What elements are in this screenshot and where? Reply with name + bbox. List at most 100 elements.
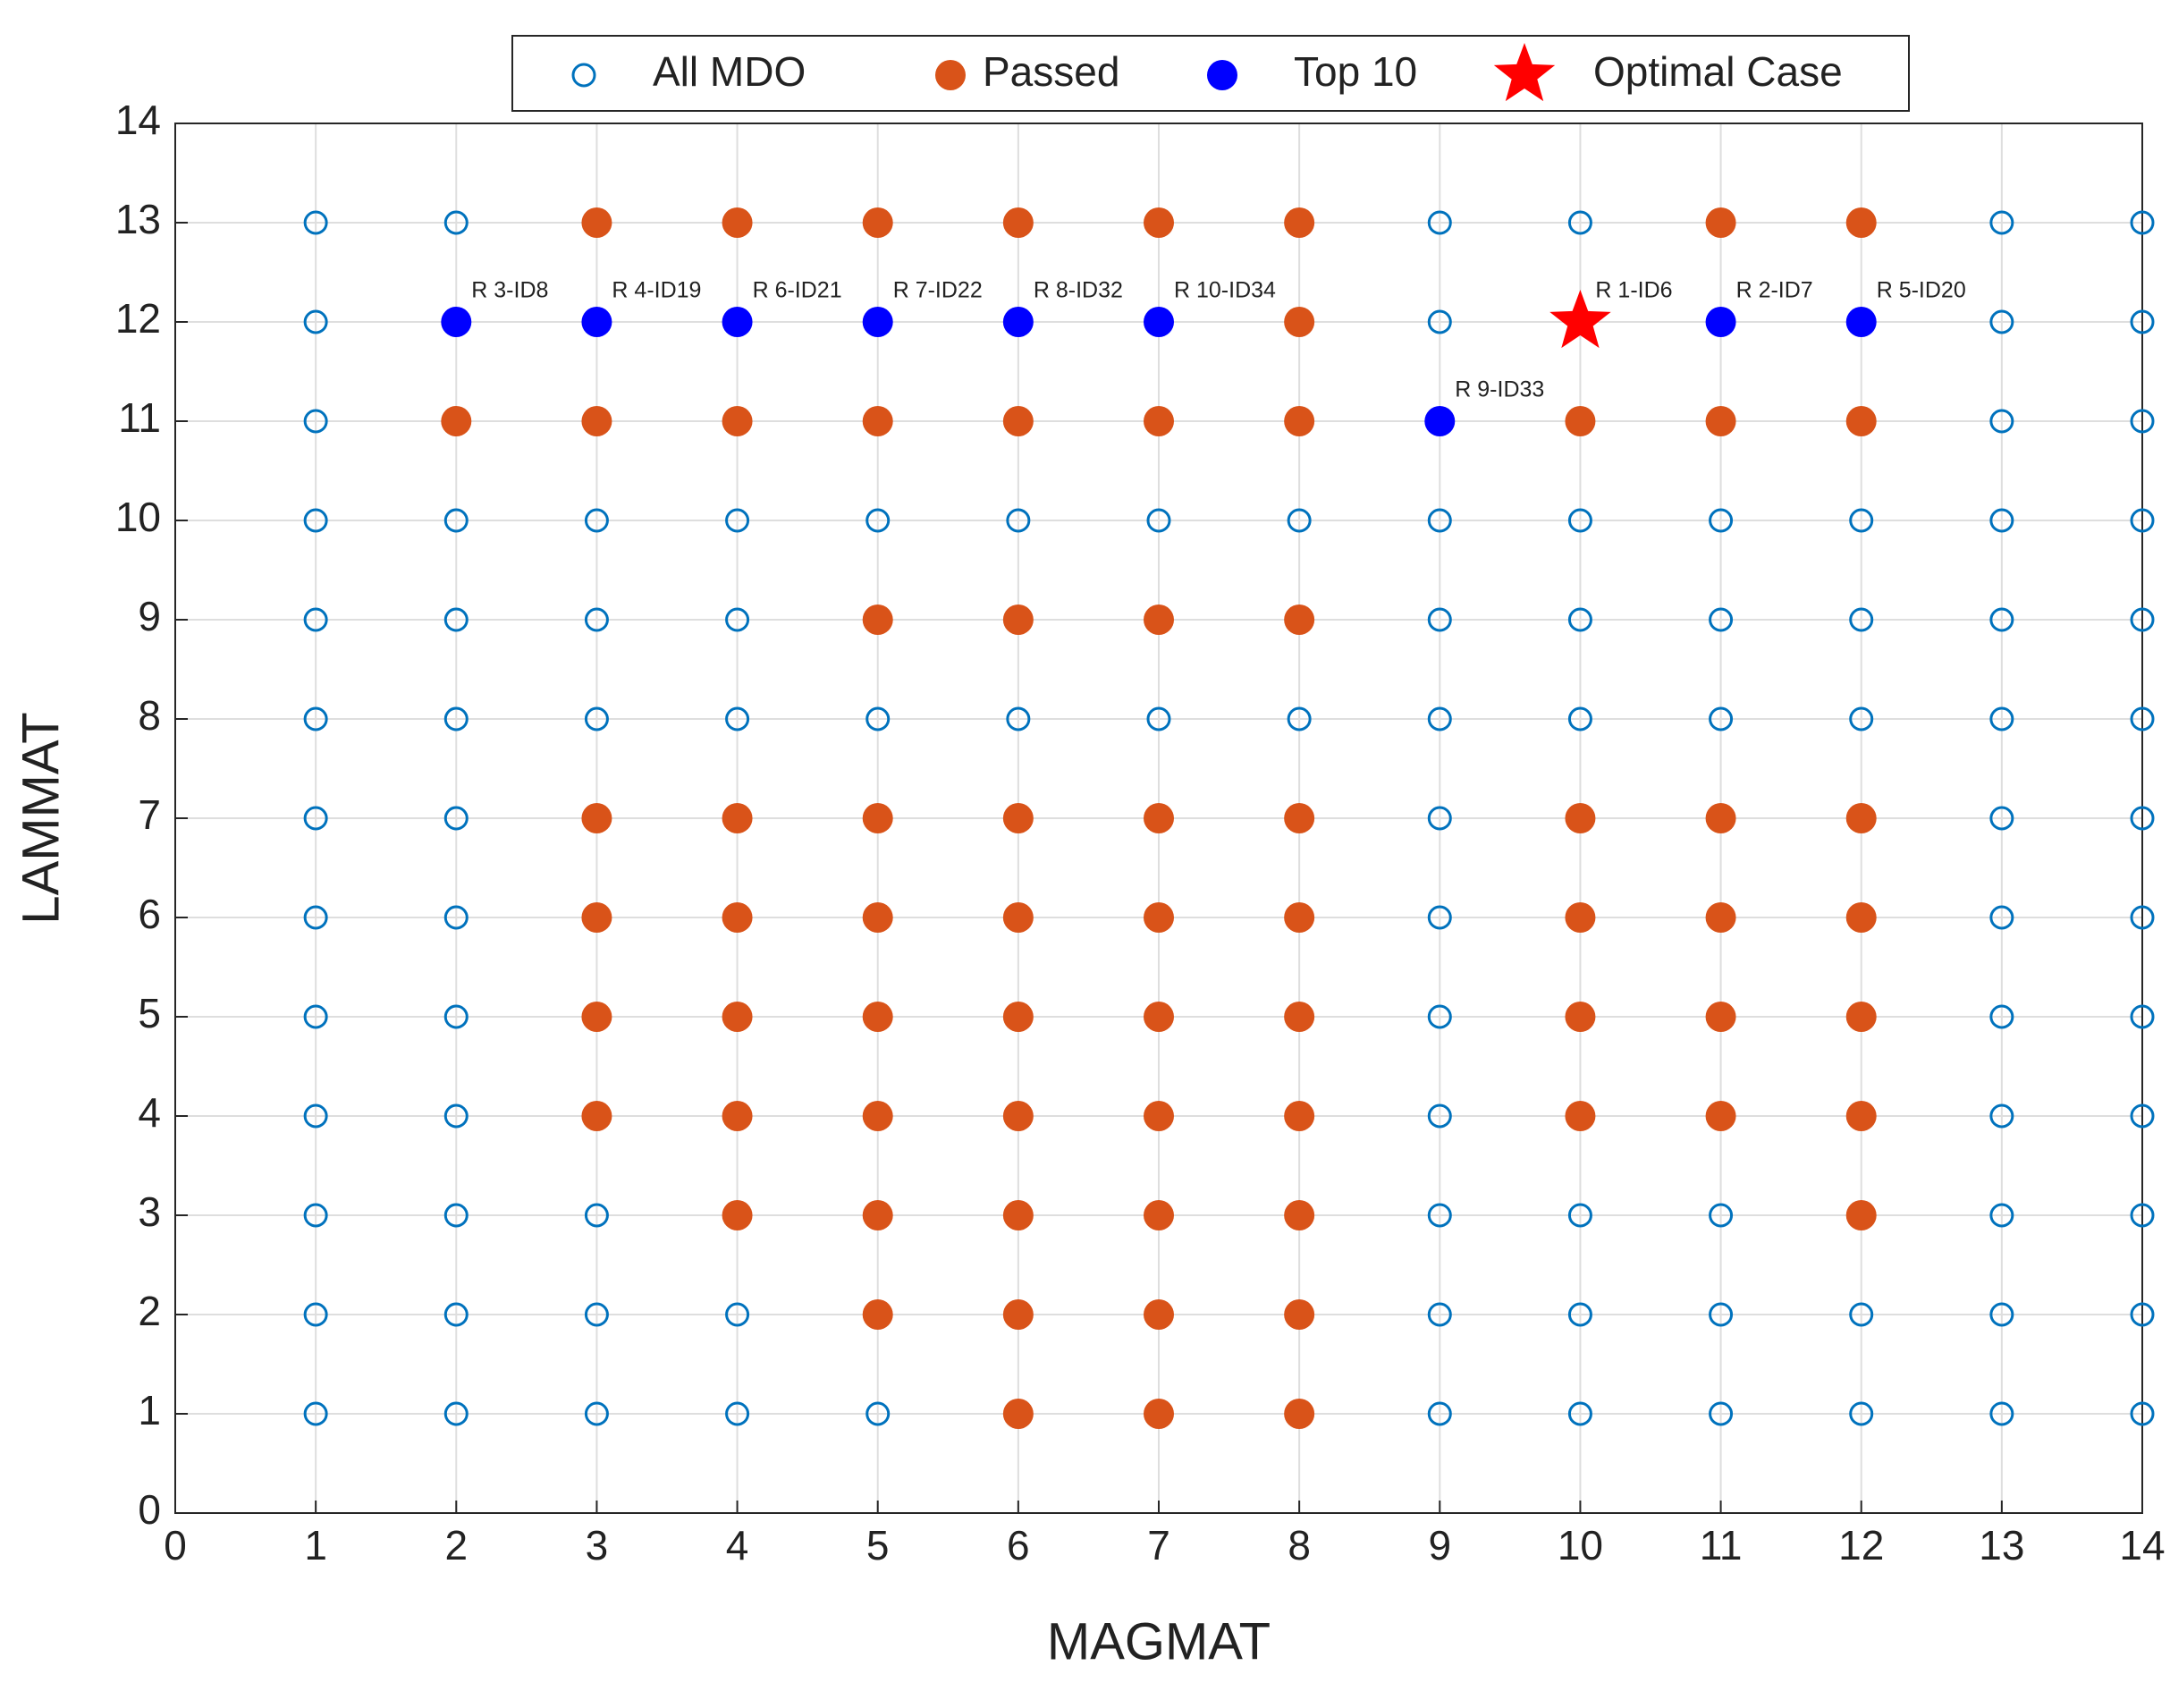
point (1002, 1101, 1034, 1131)
point (1002, 605, 1034, 635)
point (1565, 803, 1596, 833)
point (1567, 1401, 1592, 1426)
point (1427, 1004, 1452, 1029)
point (1144, 605, 1174, 635)
point (1006, 508, 1031, 533)
point (862, 605, 893, 635)
point (1144, 803, 1174, 833)
point (303, 210, 328, 235)
point (1705, 1002, 1736, 1032)
point (862, 1299, 893, 1330)
point (1144, 307, 1174, 337)
y-tick-label: 9 (138, 593, 161, 639)
point (722, 803, 753, 833)
point (1567, 508, 1592, 533)
x-tick-label: 10 (1558, 1522, 1603, 1568)
y-tick-label: 12 (115, 295, 161, 342)
point (1427, 1302, 1452, 1327)
point (1845, 307, 1877, 337)
point (1002, 1299, 1034, 1330)
point (303, 806, 328, 831)
point (1144, 207, 1174, 238)
x-tick-label: 2 (444, 1522, 468, 1568)
y-tick-label: 13 (115, 196, 161, 242)
x-tick-label: 9 (1428, 1522, 1451, 1568)
point (1144, 1101, 1174, 1131)
point (1709, 607, 1734, 632)
point (1284, 307, 1315, 337)
point (865, 508, 891, 533)
point (1284, 605, 1315, 635)
point (581, 1101, 612, 1131)
point (1427, 905, 1452, 930)
point (862, 1002, 893, 1032)
point (1989, 1004, 2014, 1029)
point (441, 307, 472, 337)
point (1287, 508, 1312, 533)
point (1427, 1203, 1452, 1228)
point (1427, 1103, 1452, 1129)
point (1144, 1399, 1174, 1429)
point (1565, 1002, 1596, 1032)
point (443, 607, 469, 632)
y-tick-label: 10 (115, 494, 161, 540)
annotation: R 9-ID33 (1455, 377, 1544, 402)
annotation: R 3-ID8 (471, 278, 548, 303)
point (1845, 406, 1877, 436)
point (1709, 1203, 1734, 1228)
y-tick-label: 2 (138, 1288, 161, 1334)
point (2130, 1004, 2155, 1029)
point (1709, 508, 1734, 533)
point (722, 207, 753, 238)
point (722, 307, 753, 337)
point (1144, 406, 1174, 436)
point (1849, 706, 1874, 731)
point (722, 1200, 753, 1230)
point (722, 406, 753, 436)
legend-label: Top 10 (1294, 48, 1417, 95)
y-tick-label: 6 (138, 891, 161, 937)
point (303, 1004, 328, 1029)
x-tick-label: 8 (1288, 1522, 1311, 1568)
point (303, 1103, 328, 1129)
point (443, 1401, 469, 1426)
y-tick-label: 5 (138, 990, 161, 1036)
point (303, 706, 328, 731)
annotation: R 4-ID19 (612, 278, 701, 303)
x-tick-label: 0 (164, 1522, 187, 1568)
point (1565, 902, 1596, 933)
point (1427, 210, 1452, 235)
point (443, 1103, 469, 1129)
point (1284, 902, 1315, 933)
legend-marker (935, 60, 966, 90)
point (1284, 1399, 1315, 1429)
point (1567, 210, 1592, 235)
point (722, 1101, 753, 1131)
point (1849, 607, 1874, 632)
axes-box (174, 123, 2143, 1514)
point (2130, 409, 2155, 434)
x-tick-label: 11 (1700, 1522, 1743, 1568)
point (1845, 1101, 1877, 1131)
point (862, 207, 893, 238)
point (1989, 508, 2014, 533)
point (2130, 508, 2155, 533)
point (1565, 1101, 1596, 1131)
annotation: R 5-ID20 (1877, 278, 1966, 303)
point (2130, 806, 2155, 831)
point (581, 1002, 612, 1032)
point (584, 1302, 609, 1327)
legend-box (511, 35, 1910, 112)
point (725, 706, 750, 731)
point (1709, 1302, 1734, 1327)
point (1284, 1101, 1315, 1131)
point (1567, 1302, 1592, 1327)
point (2130, 210, 2155, 235)
point (581, 207, 612, 238)
point (1989, 905, 2014, 930)
point (1427, 706, 1452, 731)
point (581, 902, 612, 933)
point (1002, 1002, 1034, 1032)
x-tick-label: 5 (866, 1522, 890, 1568)
point (865, 706, 891, 731)
